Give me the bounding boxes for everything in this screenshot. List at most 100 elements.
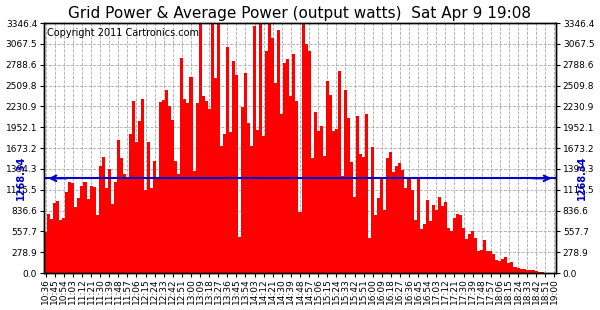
Bar [268, 23, 271, 273]
Bar [486, 251, 489, 273]
Bar [438, 197, 441, 273]
Bar [435, 210, 438, 273]
Bar [308, 51, 311, 273]
Bar [280, 114, 283, 273]
Bar [196, 103, 199, 273]
Bar [311, 158, 314, 273]
Bar [50, 219, 53, 273]
Bar [338, 71, 341, 273]
Bar [326, 81, 329, 273]
Bar [256, 130, 259, 273]
Bar [44, 232, 47, 273]
Bar [168, 107, 172, 273]
Bar [389, 152, 392, 273]
Bar [184, 99, 187, 273]
Bar [129, 134, 132, 273]
Bar [302, 23, 305, 273]
Bar [53, 203, 56, 273]
Bar [398, 163, 401, 273]
Bar [253, 26, 256, 273]
Bar [144, 190, 147, 273]
Bar [211, 23, 214, 273]
Bar [289, 96, 292, 273]
Bar [520, 269, 523, 273]
Bar [135, 142, 138, 273]
Bar [159, 102, 162, 273]
Bar [462, 228, 465, 273]
Bar [117, 140, 120, 273]
Text: 1268.34: 1268.34 [16, 156, 26, 201]
Bar [447, 228, 450, 273]
Bar [335, 129, 338, 273]
Bar [111, 204, 114, 273]
Bar [413, 220, 416, 273]
Bar [471, 231, 474, 273]
Bar [425, 200, 428, 273]
Bar [317, 131, 320, 273]
Bar [456, 214, 459, 273]
Bar [444, 202, 447, 273]
Bar [314, 112, 317, 273]
Bar [428, 221, 432, 273]
Bar [190, 77, 193, 273]
Bar [450, 231, 453, 273]
Bar [235, 75, 238, 273]
Text: Copyright 2011 Cartronics.com: Copyright 2011 Cartronics.com [47, 28, 199, 38]
Bar [59, 220, 62, 273]
Bar [477, 251, 480, 273]
Bar [514, 267, 517, 273]
Bar [83, 182, 86, 273]
Bar [401, 170, 404, 273]
Bar [120, 158, 123, 273]
Bar [147, 142, 150, 273]
Bar [244, 73, 247, 273]
Bar [220, 146, 223, 273]
Bar [432, 205, 435, 273]
Bar [353, 197, 356, 273]
Bar [371, 147, 374, 273]
Bar [419, 229, 422, 273]
Bar [441, 206, 444, 273]
Bar [101, 157, 104, 273]
Bar [480, 250, 483, 273]
Bar [89, 186, 92, 273]
Bar [238, 237, 241, 273]
Bar [226, 47, 229, 273]
Bar [95, 215, 98, 273]
Bar [262, 136, 265, 273]
Bar [523, 269, 526, 273]
Bar [86, 199, 89, 273]
Bar [407, 179, 410, 273]
Bar [292, 55, 295, 273]
Bar [250, 146, 253, 273]
Bar [265, 51, 268, 273]
Bar [380, 179, 383, 273]
Bar [422, 224, 425, 273]
Title: Grid Power & Average Power (output watts)  Sat Apr 9 19:08: Grid Power & Average Power (output watts… [68, 6, 532, 20]
Bar [98, 166, 101, 273]
Bar [80, 186, 83, 273]
Bar [74, 207, 77, 273]
Bar [468, 234, 471, 273]
Bar [329, 95, 332, 273]
Bar [365, 114, 368, 273]
Bar [223, 134, 226, 273]
Bar [71, 184, 74, 273]
Bar [508, 263, 511, 273]
Bar [132, 100, 135, 273]
Bar [208, 109, 211, 273]
Bar [156, 179, 159, 273]
Bar [459, 215, 462, 273]
Bar [126, 179, 129, 273]
Bar [141, 100, 144, 273]
Bar [104, 188, 108, 273]
Bar [62, 219, 65, 273]
Bar [162, 100, 165, 273]
Bar [392, 172, 395, 273]
Bar [465, 239, 468, 273]
Bar [202, 96, 205, 273]
Bar [347, 118, 350, 273]
Bar [489, 251, 492, 273]
Bar [150, 188, 153, 273]
Bar [187, 103, 190, 273]
